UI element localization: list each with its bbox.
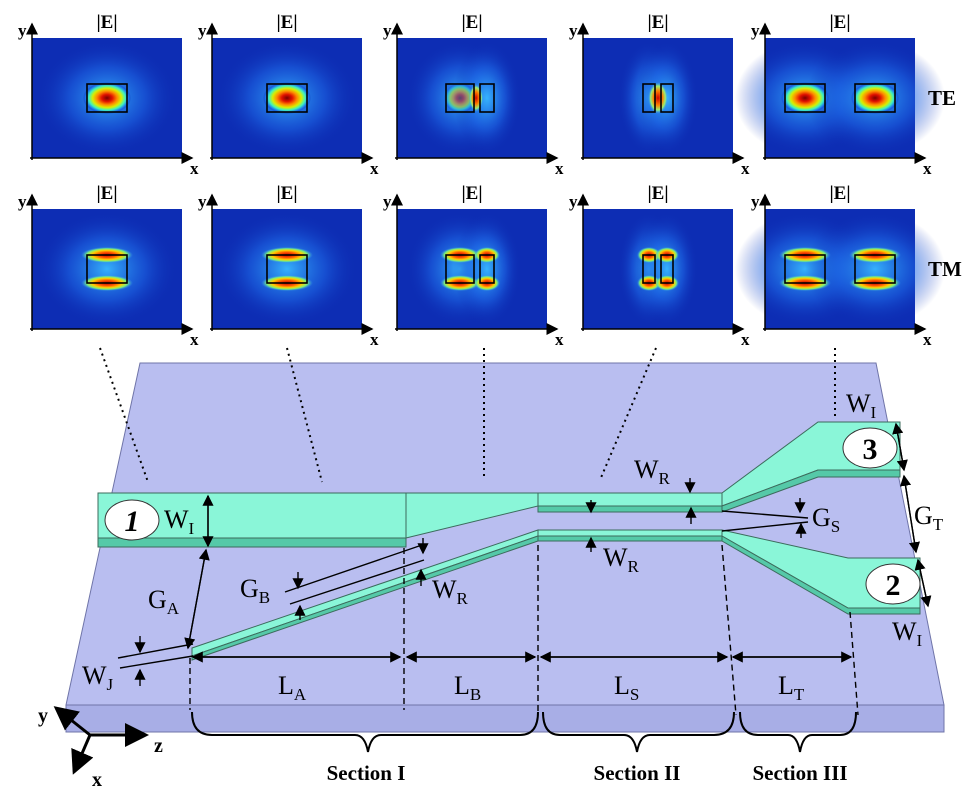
- coordinate-axes: [53, 706, 149, 775]
- panel-axis-y-label: y: [569, 192, 578, 211]
- panel-axis-x-label: x: [370, 159, 379, 178]
- field-panel-te-5: y x |E|: [735, 12, 945, 178]
- axis-y-label: y: [38, 705, 48, 727]
- section-3-label: Section III: [752, 761, 847, 785]
- panel-axis-x-label: x: [555, 159, 564, 178]
- panel-axis-x-label: x: [190, 159, 199, 178]
- field-panel-te-3: y x |E|: [383, 12, 564, 178]
- label-gb: GB: [240, 574, 270, 607]
- label-la: LA: [278, 671, 307, 704]
- port-1-label: 1: [125, 505, 140, 538]
- section-labels: Section I Section II Section III: [327, 761, 848, 785]
- axis-x-label: x: [92, 769, 102, 791]
- field-panel-tm-4: y x |E|: [569, 183, 750, 349]
- panel-field-title: |E|: [647, 12, 668, 33]
- panel-axis-x-label: x: [923, 159, 932, 178]
- panel-axis-x-label: x: [555, 330, 564, 349]
- field-panel-tm-5: y x |E|: [735, 183, 945, 349]
- label-lt: LT: [778, 671, 805, 704]
- panel-axis-x-label: x: [370, 330, 379, 349]
- label-wr-lower: WR: [603, 543, 640, 576]
- panel-field-title: |E|: [829, 12, 850, 33]
- port-1-badge: 1: [104, 499, 160, 541]
- panel-field-title: |E|: [647, 183, 668, 204]
- field-panel-te-1: y x |E|: [18, 12, 199, 178]
- panel-field-title: |E|: [829, 183, 850, 204]
- label-ls: LS: [614, 671, 639, 704]
- mode-label-te: TE: [928, 86, 956, 110]
- panel-axis-y-label: y: [569, 21, 578, 40]
- panel-field-title: |E|: [96, 12, 117, 33]
- panel-axis-y-label: y: [383, 21, 392, 40]
- panel-field-title: |E|: [461, 183, 482, 204]
- section-braces: [191, 711, 857, 753]
- field-panel-tm-2: y x |E|: [198, 183, 379, 349]
- port-2-label: 2: [886, 569, 901, 602]
- port-2-badge: 2: [865, 563, 921, 605]
- port-3-badge: 3: [842, 427, 898, 469]
- panel-field-title: |E|: [461, 12, 482, 33]
- mode-label-tm: TM: [928, 257, 962, 281]
- label-ga: GA: [148, 585, 180, 618]
- field-panel-te-2: y x |E|: [198, 12, 379, 178]
- panel-connectors: [99, 347, 836, 483]
- section-1-label: Section I: [327, 761, 406, 785]
- panel-axis-y-label: y: [198, 21, 207, 40]
- panel-axis-x-label: x: [923, 330, 932, 349]
- section-2-label: Section II: [594, 761, 681, 785]
- label-wr-upper: WR: [634, 455, 671, 488]
- panel-axis-x-label: x: [190, 330, 199, 349]
- label-gs: GS: [812, 503, 840, 536]
- panel-axis-y-label: y: [198, 192, 207, 211]
- port-3-label: 3: [863, 433, 878, 466]
- axis-z-label: z: [154, 735, 163, 757]
- panel-axis-y-label: y: [751, 21, 760, 40]
- field-panel-te-4: y x |E|: [569, 12, 750, 178]
- label-wj: WJ: [82, 661, 114, 694]
- field-panel-tm-1: y x |E|: [18, 183, 199, 349]
- panel-axis-x-label: x: [741, 330, 750, 349]
- panel-field-title: |E|: [276, 183, 297, 204]
- panel-axis-y-label: y: [18, 21, 27, 40]
- panel-axis-y-label: y: [383, 192, 392, 211]
- panel-field-title: |E|: [276, 12, 297, 33]
- label-wr-lower-branch: WR: [432, 575, 469, 608]
- label-wi-port2: WI: [892, 617, 923, 650]
- label-wi-port1: WI: [164, 505, 195, 538]
- label-lb: LB: [454, 671, 481, 704]
- panel-axis-x-label: x: [741, 159, 750, 178]
- label-gt: GT: [914, 501, 944, 534]
- dimension-labels: WI GA GB WR WJ WR WR GS WI GT WI LA LB L…: [82, 389, 944, 704]
- panel-field-title: |E|: [96, 183, 117, 204]
- panel-axis-y-label: y: [751, 192, 760, 211]
- dimension-lines: [117, 422, 932, 716]
- field-panel-tm-3: y x |E|: [383, 183, 564, 349]
- label-wi-port3: WI: [846, 389, 877, 422]
- panel-axis-y-label: y: [18, 192, 27, 211]
